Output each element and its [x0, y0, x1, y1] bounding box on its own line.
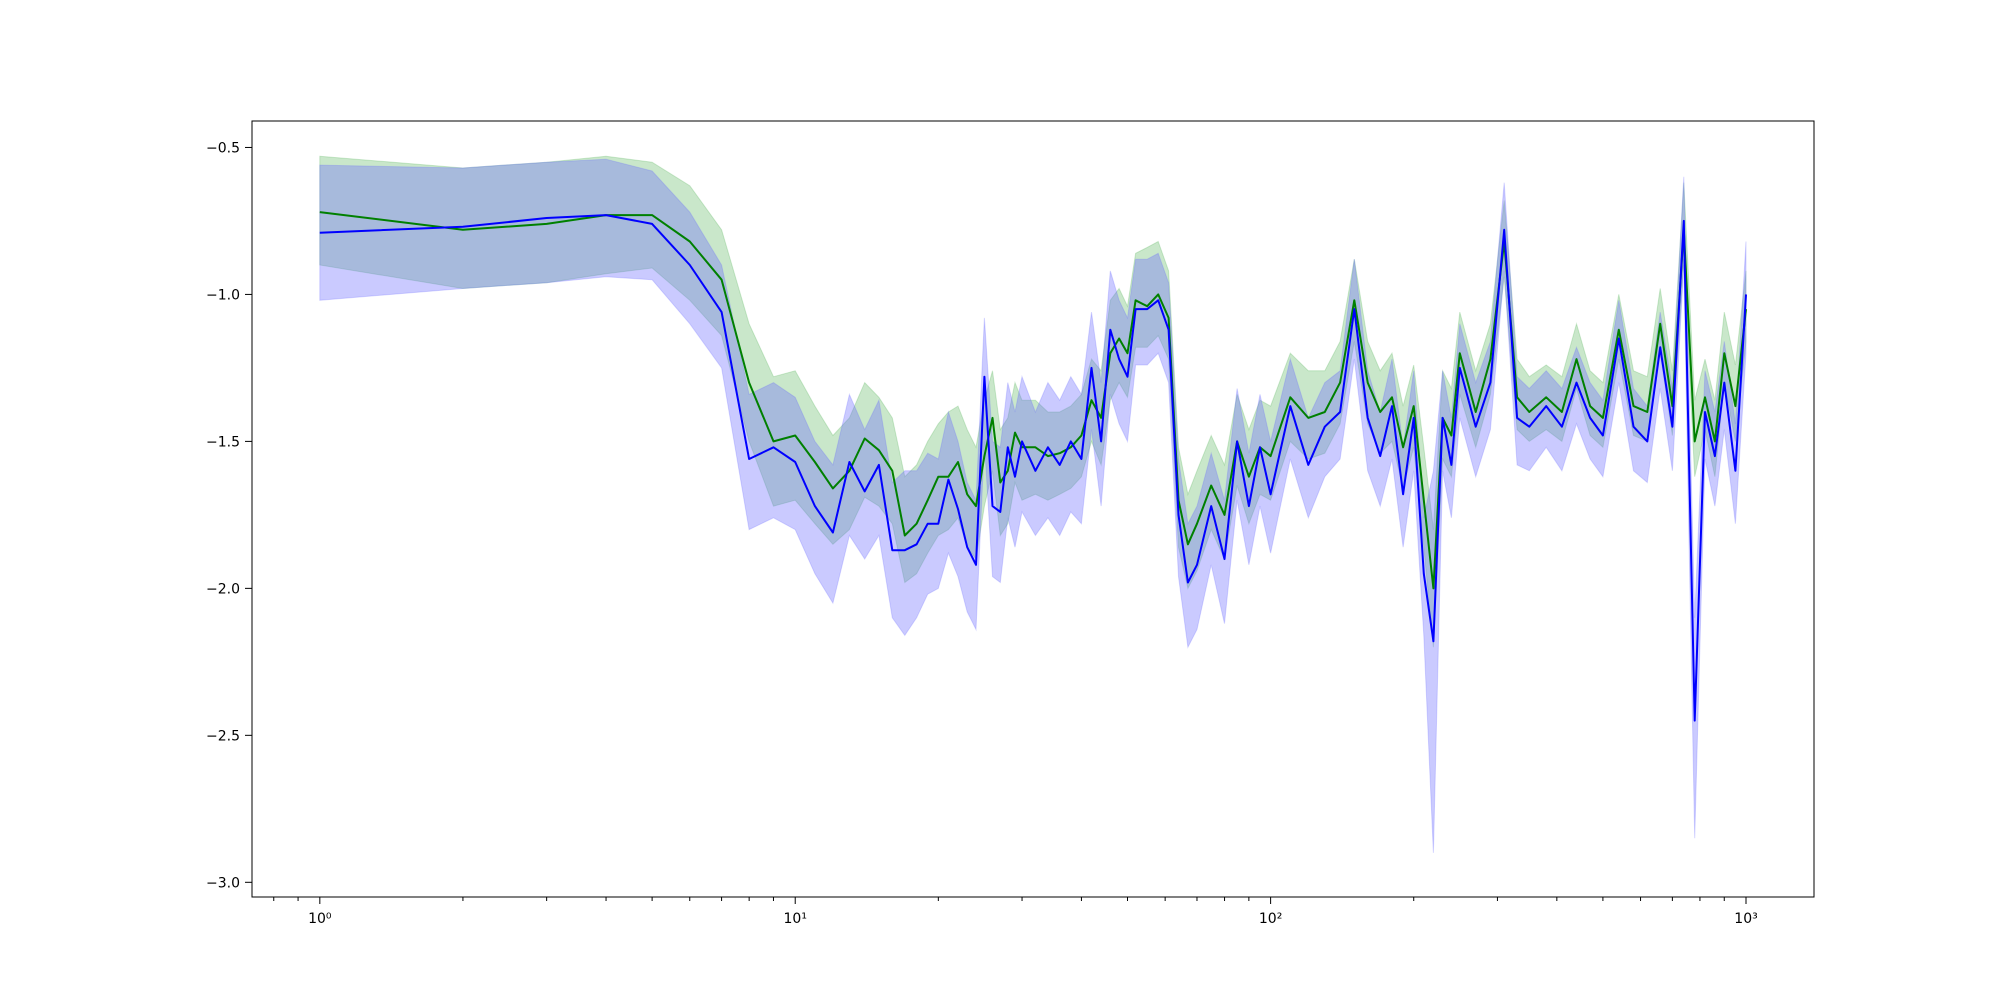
series-2-line [319, 214, 1747, 722]
confidence-bands [319, 155, 1747, 853]
y-axis: −0.5 −1.0 −1.5 −2.0 −2.5 −3.0 [206, 140, 252, 891]
x-tick-label: 10⁰ [308, 911, 332, 927]
x-tick-label: 10² [1259, 911, 1282, 927]
x-axis: 10⁰ 10¹ 10² 10³ [273, 897, 1758, 927]
x-tick-label: 10¹ [784, 911, 807, 927]
plot-area-frame [251, 120, 1815, 898]
y-tick-label: −1.0 [206, 287, 240, 303]
y-tick-label: −3.0 [206, 875, 240, 891]
series-2-band [319, 158, 1747, 853]
series-1-line [319, 211, 1747, 590]
series-1-band [319, 155, 1747, 648]
series-lines [319, 211, 1747, 722]
y-tick-label: −2.5 [206, 728, 240, 744]
y-tick-label: −2.0 [206, 581, 240, 597]
y-tick-label: −0.5 [206, 140, 240, 156]
y-tick-label: −1.5 [206, 434, 240, 450]
x-tick-label: 10³ [1734, 911, 1757, 927]
